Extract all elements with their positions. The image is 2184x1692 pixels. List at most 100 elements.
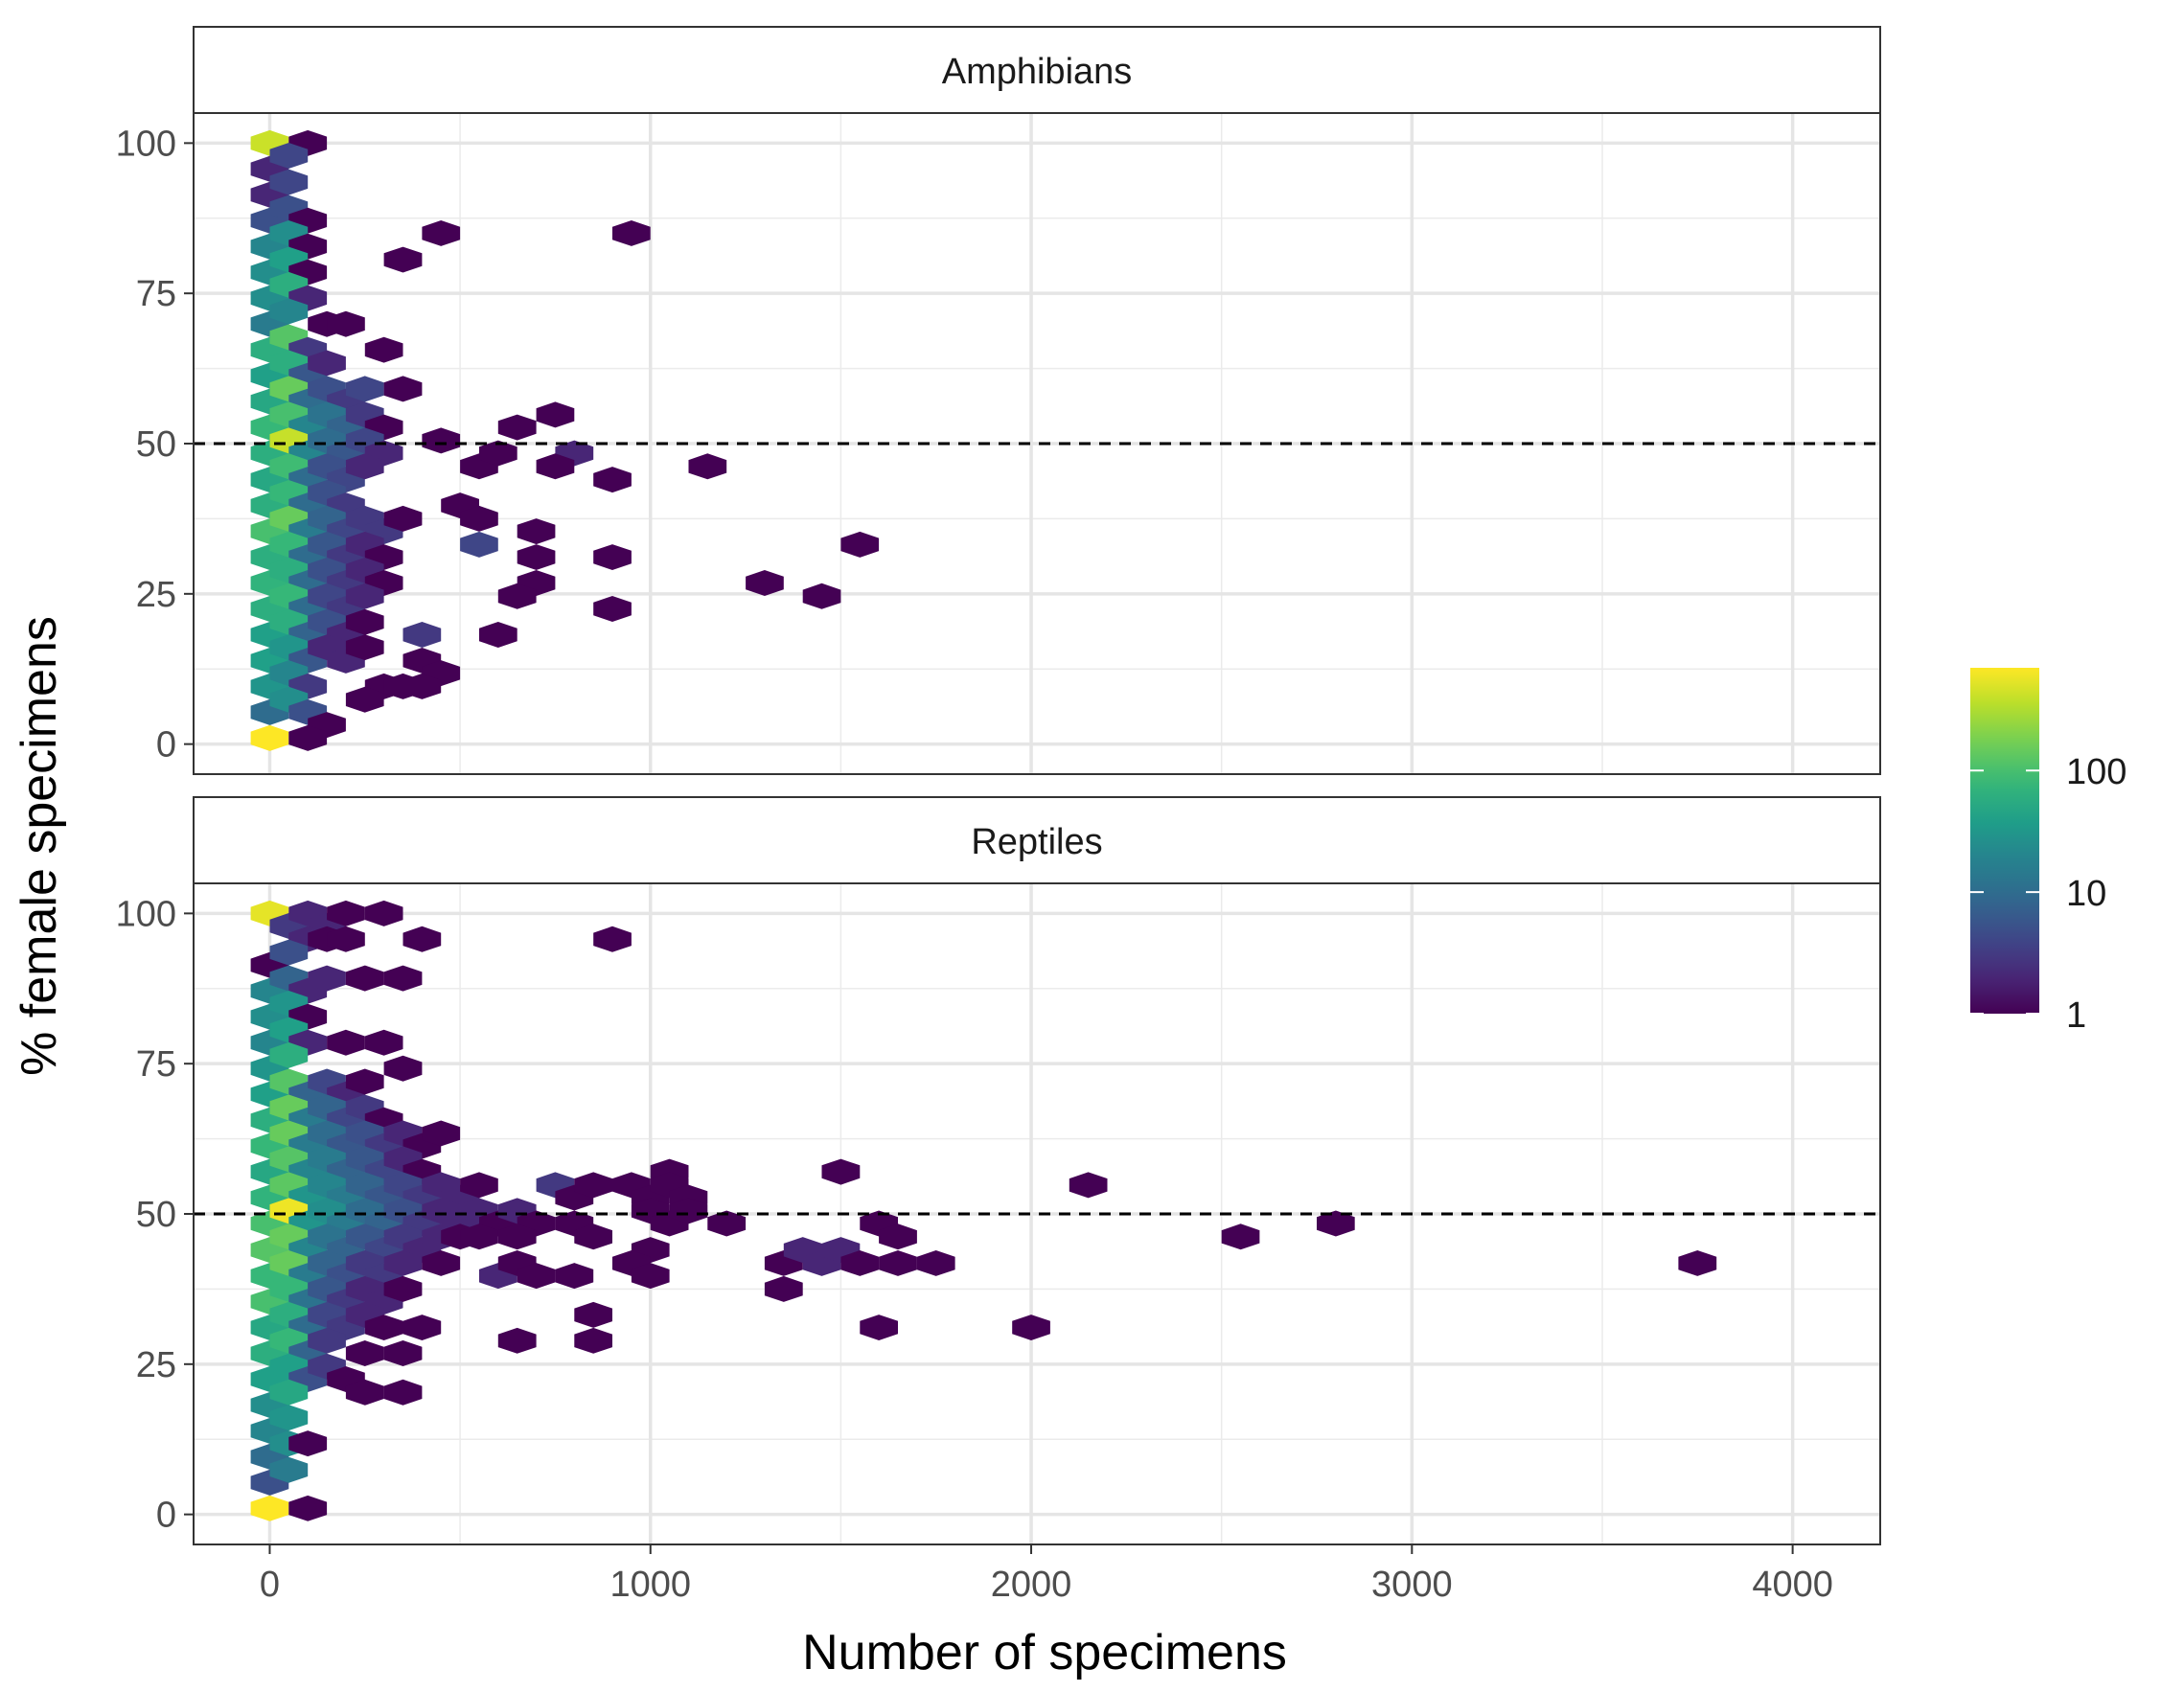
hex-bin: [497, 1223, 537, 1250]
hex-bin: [269, 939, 309, 966]
hex-bin: [593, 596, 632, 622]
hex-bin: [383, 1379, 423, 1406]
hex-bin: [402, 622, 442, 648]
x-tick-label: 4000: [1752, 1565, 1833, 1605]
hex-bin: [422, 1120, 461, 1147]
hex-bin: [383, 505, 423, 532]
hex-bin: [345, 965, 384, 992]
hex-bin: [1317, 1210, 1355, 1237]
hex-bin: [517, 1263, 556, 1290]
hex-bin: [402, 926, 442, 952]
hex-bin: [517, 544, 556, 570]
legend-label: 1: [2066, 995, 2086, 1036]
hex-bin: [460, 1223, 498, 1250]
hex-bin: [460, 1172, 498, 1199]
hex-bin: [269, 1041, 309, 1068]
legend-label: 100: [2066, 752, 2127, 792]
hex-bin: [345, 453, 384, 480]
hex-bin: [497, 414, 537, 441]
y-tick-label: 0: [156, 1496, 176, 1536]
x-tick-label: 3000: [1371, 1565, 1453, 1605]
hex-bin: [497, 583, 537, 609]
hex-bin: [612, 220, 651, 246]
hex-bin: [764, 1275, 803, 1302]
hex-bin: [383, 1340, 423, 1366]
hex-bin: [383, 376, 423, 402]
hex-bin: [364, 1029, 403, 1056]
color-legend: 1 10 100: [1970, 668, 2127, 1036]
colorbar: [1970, 668, 2039, 1014]
panel-amphibians: Amphibians 0 25 50 75 100: [116, 26, 1881, 775]
hex-bin: [669, 1198, 708, 1224]
hex-bin: [916, 1250, 955, 1276]
hex-bin: [327, 926, 365, 952]
hex-bin: [345, 376, 384, 402]
hex-bin: [345, 634, 384, 661]
hex-bin: [707, 1210, 747, 1237]
hex-bin: [250, 1495, 289, 1521]
facet-strip: [193, 796, 1881, 884]
hex-bin: [308, 350, 346, 377]
hex-bin: [1012, 1315, 1050, 1340]
hex-bin: [879, 1223, 917, 1250]
hex-bin: [327, 900, 365, 926]
y-tick-label: 50: [136, 1195, 176, 1235]
y-tick-label: 0: [156, 725, 176, 766]
hex-bin: [364, 336, 403, 363]
hex-bin: [1069, 1172, 1108, 1199]
hex-bin: [479, 440, 517, 467]
hex-bin: [364, 900, 403, 926]
hex-bin: [1221, 1223, 1260, 1250]
hex-bin: [364, 1315, 403, 1340]
hex-bin: [269, 143, 309, 169]
hex-bin: [574, 1223, 612, 1250]
y-tick-label: 50: [136, 424, 176, 465]
x-tick-label: 0: [260, 1565, 280, 1605]
y-tick-label: 75: [136, 274, 176, 314]
hex-bin: [422, 427, 461, 454]
hex-bin: [593, 467, 632, 493]
hex-bin: [345, 583, 384, 609]
hex-bin: [574, 1301, 612, 1328]
hex-bin: [802, 583, 841, 609]
hex-bin: [269, 298, 309, 325]
hex-bin: [574, 1327, 612, 1354]
hex-bin: [383, 1250, 423, 1276]
x-axis-title: Number of specimens: [802, 1625, 1287, 1681]
y-tick-label: 25: [136, 1345, 176, 1385]
hex-bin: [288, 1495, 328, 1521]
hex-bin: [383, 1275, 423, 1302]
hex-bin: [460, 531, 498, 558]
hex-bin: [821, 1158, 861, 1185]
hex-bin: [345, 608, 384, 635]
hex-bin: [536, 453, 575, 480]
facet-label: Reptiles: [971, 822, 1102, 862]
hex-bin: [327, 310, 365, 337]
y-axis-title: % female specimens: [11, 616, 67, 1076]
hex-bin: [479, 622, 517, 648]
hex-bin: [422, 220, 461, 246]
y-tick-label: 100: [116, 124, 176, 164]
hex-bin: [383, 1055, 423, 1082]
y-tick-label: 75: [136, 1044, 176, 1085]
hex-bin: [1678, 1250, 1717, 1276]
hex-bin: [574, 1172, 612, 1199]
hex-bin: [345, 686, 384, 713]
hex-bin: [746, 570, 784, 596]
hex-bin: [345, 1340, 384, 1366]
hex-bin: [879, 1250, 917, 1276]
hex-bin: [250, 724, 289, 751]
facet-strip: [193, 26, 1881, 114]
hex-bin: [269, 1456, 309, 1483]
hex-bin: [269, 169, 309, 195]
hex-bin: [383, 965, 423, 992]
hex-bin: [593, 926, 632, 952]
hex-bin: [288, 1430, 328, 1457]
hex-bin: [308, 965, 346, 992]
hex-bin: [327, 1029, 365, 1056]
hex-bin: [631, 1263, 670, 1290]
hex-bin: [288, 724, 328, 751]
x-tick-label: 1000: [609, 1565, 691, 1605]
